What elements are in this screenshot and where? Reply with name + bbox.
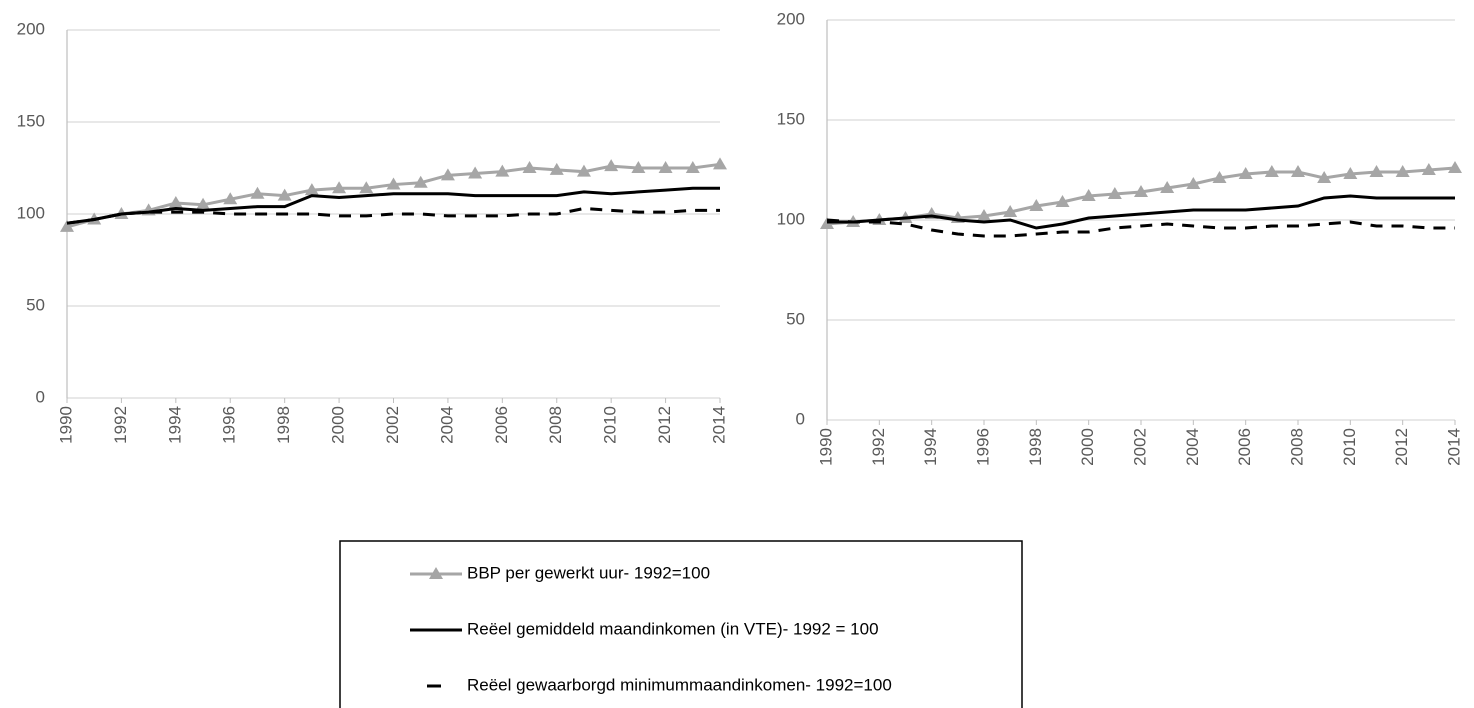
marker bbox=[1317, 171, 1332, 183]
marker bbox=[1291, 165, 1305, 177]
marker bbox=[685, 161, 700, 173]
x-tick-label: 2004 bbox=[1183, 428, 1202, 466]
x-tick-label: 2014 bbox=[1444, 428, 1463, 466]
y-tick-label: 50 bbox=[786, 309, 805, 328]
marker bbox=[168, 195, 183, 208]
x-tick-label: 1998 bbox=[1026, 428, 1045, 466]
x-tick-label: 2006 bbox=[1235, 428, 1254, 466]
marker bbox=[495, 164, 510, 177]
marker bbox=[1448, 161, 1462, 173]
x-tick-label: 2006 bbox=[492, 406, 511, 444]
marker bbox=[658, 161, 673, 173]
y-tick-label: 0 bbox=[36, 387, 45, 406]
marker bbox=[359, 181, 374, 194]
x-tick-label: 1992 bbox=[869, 428, 888, 466]
y-tick-label: 150 bbox=[17, 111, 45, 130]
x-tick-label: 2000 bbox=[1078, 428, 1097, 466]
marker bbox=[1238, 167, 1253, 179]
x-tick-label: 2004 bbox=[437, 406, 456, 444]
y-tick-label: 200 bbox=[17, 19, 45, 38]
series-line bbox=[66, 206, 720, 225]
x-tick-label: 1994 bbox=[165, 406, 184, 444]
y-tick-label: 150 bbox=[777, 109, 805, 128]
marker bbox=[631, 161, 646, 173]
marker bbox=[386, 177, 401, 190]
legend-label: BBP per gewerkt uur- 1992=100 bbox=[467, 563, 710, 582]
x-tick-label: 2014 bbox=[709, 406, 728, 444]
y-tick-label: 0 bbox=[796, 409, 805, 428]
x-tick-label: 1998 bbox=[274, 406, 293, 444]
marker bbox=[1212, 171, 1227, 183]
x-tick-label: 2008 bbox=[1287, 428, 1306, 466]
marker bbox=[332, 181, 347, 194]
marker bbox=[223, 192, 238, 205]
legend-label: Reëel gewaarborgd minimummaandinkomen- 1… bbox=[467, 675, 892, 694]
legend-label: Reëel gemiddeld maandinkomen (in VTE)- 1… bbox=[467, 619, 879, 638]
x-tick-label: 1996 bbox=[220, 406, 239, 444]
marker bbox=[576, 164, 591, 177]
x-tick-label: 2002 bbox=[383, 406, 402, 444]
marker bbox=[1264, 165, 1279, 177]
x-tick-label: 2010 bbox=[601, 406, 620, 444]
marker bbox=[1134, 185, 1148, 197]
marker bbox=[250, 186, 265, 199]
x-tick-label: 1990 bbox=[56, 406, 75, 444]
legend-marker bbox=[429, 567, 443, 579]
marker bbox=[549, 162, 564, 175]
x-tick-label: 1990 bbox=[816, 428, 835, 466]
marker bbox=[1055, 195, 1070, 207]
marker bbox=[713, 157, 727, 170]
marker bbox=[304, 183, 319, 196]
legend-box bbox=[339, 540, 1023, 708]
marker bbox=[1421, 163, 1436, 175]
marker bbox=[60, 219, 74, 232]
marker bbox=[1029, 199, 1044, 211]
marker bbox=[1081, 189, 1096, 201]
series-line bbox=[66, 186, 720, 225]
x-tick-label: 2000 bbox=[329, 406, 348, 444]
marker bbox=[468, 166, 483, 179]
x-tick-label: 1992 bbox=[111, 406, 130, 444]
marker bbox=[604, 159, 619, 172]
x-tick-label: 2010 bbox=[1340, 428, 1359, 466]
marker bbox=[440, 168, 455, 181]
x-tick-label: 1996 bbox=[973, 428, 992, 466]
x-tick-label: 2002 bbox=[1130, 428, 1149, 466]
marker bbox=[1160, 181, 1175, 193]
y-tick-label: 100 bbox=[17, 203, 45, 222]
series-line bbox=[66, 162, 721, 229]
marker bbox=[196, 197, 211, 210]
x-tick-label: 2012 bbox=[655, 406, 674, 444]
marker bbox=[413, 175, 428, 188]
marker bbox=[1343, 167, 1358, 179]
marker bbox=[1107, 187, 1122, 199]
y-tick-label: 100 bbox=[777, 209, 805, 228]
marker bbox=[1003, 205, 1018, 217]
marker bbox=[1395, 165, 1410, 177]
series-line bbox=[827, 194, 1455, 230]
x-tick-label: 2008 bbox=[546, 406, 565, 444]
marker bbox=[522, 161, 537, 173]
marker bbox=[1186, 177, 1201, 189]
y-tick-label: 200 bbox=[777, 9, 805, 28]
marker bbox=[1369, 165, 1384, 177]
x-tick-label: 2012 bbox=[1392, 428, 1411, 466]
series-line bbox=[826, 218, 1455, 238]
marker bbox=[977, 209, 991, 221]
x-tick-label: 1994 bbox=[921, 428, 940, 466]
marker bbox=[277, 188, 292, 201]
y-tick-label: 50 bbox=[26, 295, 45, 314]
